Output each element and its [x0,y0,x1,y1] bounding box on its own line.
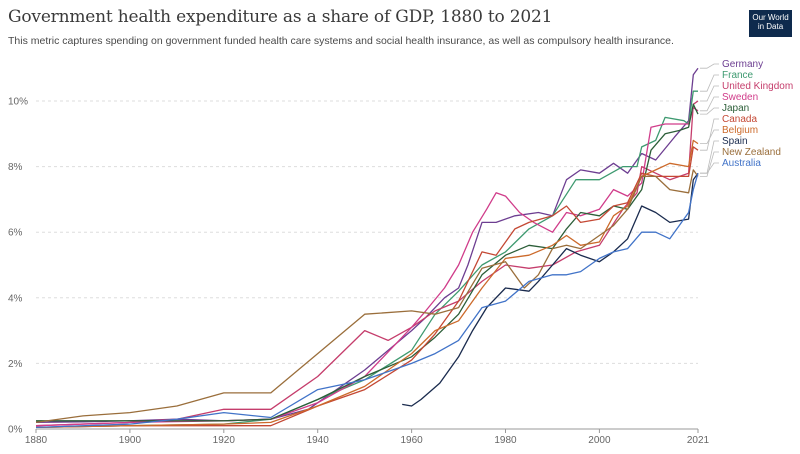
series-line-sweden[interactable] [35,106,699,427]
legend-label-new-zealand[interactable]: New Zealand [722,147,781,158]
legend-connector [700,118,719,151]
legend-label-spain[interactable]: Spain [722,136,748,147]
series-line-belgium[interactable] [35,139,699,429]
x-tick-label: 1960 [400,435,423,446]
y-tick-label: 0% [8,425,23,436]
legend-connector [700,151,719,177]
series-line-united-kingdom[interactable] [35,100,699,427]
legend-label-united-kingdom[interactable]: United Kingdom [722,81,793,92]
y-tick-label: 2% [8,359,23,370]
y-tick-label: 4% [8,293,23,304]
legend-connector [700,74,719,92]
y-tick-label: 8% [8,162,23,173]
x-tick-label: 1940 [307,435,330,446]
grid-layer [36,100,698,364]
x-tick-label: 2000 [588,435,611,446]
legend-connector [700,96,719,112]
chart-title: Government health expenditure as a share… [8,7,553,27]
series-line-new-zealand[interactable] [35,169,699,424]
y-tick-label: 6% [8,228,23,239]
series-line-spain[interactable] [402,172,699,407]
series-layer [35,67,699,429]
legend-connector [700,85,719,102]
legend-connector [700,162,719,174]
chart-subtitle: This metric captures spending on governm… [8,35,674,47]
series-line-australia[interactable] [35,173,699,429]
owid-logo[interactable]: Our World in Data [749,10,792,37]
logo-line-1: Our World [752,13,789,22]
legend-label-germany[interactable]: Germany [722,59,763,70]
legend-connector [700,63,719,69]
legend-connector [700,129,719,144]
legend-label-france[interactable]: France [722,70,754,81]
logo-line-2: in Data [757,22,784,31]
legend-label-sweden[interactable]: Sweden [722,92,758,103]
x-tick-label: 1920 [213,435,236,446]
x-tick-label: 2021 [687,435,710,446]
axis-layer: 0% 2% 4% 6% 8% 10% 1880 1900 1920 1940 1960 1980 200… [8,97,710,447]
legend-label-japan[interactable]: Japan [722,103,749,114]
y-tick-label: 10% [8,97,28,108]
legend-label-australia[interactable]: Australia [722,158,761,169]
legend-connector [700,107,719,115]
legend-label-belgium[interactable]: Belgium [722,125,758,136]
legend-label-canada[interactable]: Canada [722,114,757,125]
x-tick-label: 1900 [119,435,142,446]
x-tick-label: 1880 [25,435,48,446]
x-tick-label: 1980 [494,435,517,446]
